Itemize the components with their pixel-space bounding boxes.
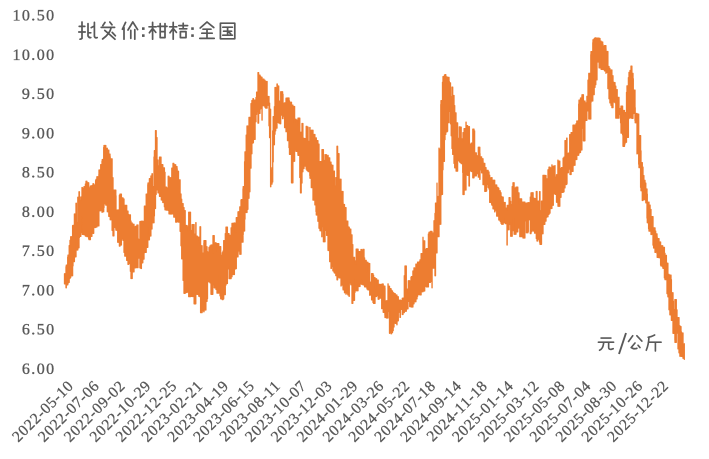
svg-text:8.00: 8.00 <box>22 204 56 221</box>
svg-text:10.50: 10.50 <box>13 8 56 25</box>
svg-text:10.00: 10.00 <box>13 47 56 64</box>
svg-text:6.00: 6.00 <box>22 361 56 378</box>
svg-text:7.50: 7.50 <box>22 243 56 260</box>
svg-text:7.00: 7.00 <box>22 283 56 300</box>
svg-text:9.00: 9.00 <box>22 126 56 143</box>
svg-text:9.50: 9.50 <box>22 86 56 103</box>
svg-text:8.50: 8.50 <box>22 165 56 182</box>
svg-text:6.50: 6.50 <box>22 322 56 339</box>
